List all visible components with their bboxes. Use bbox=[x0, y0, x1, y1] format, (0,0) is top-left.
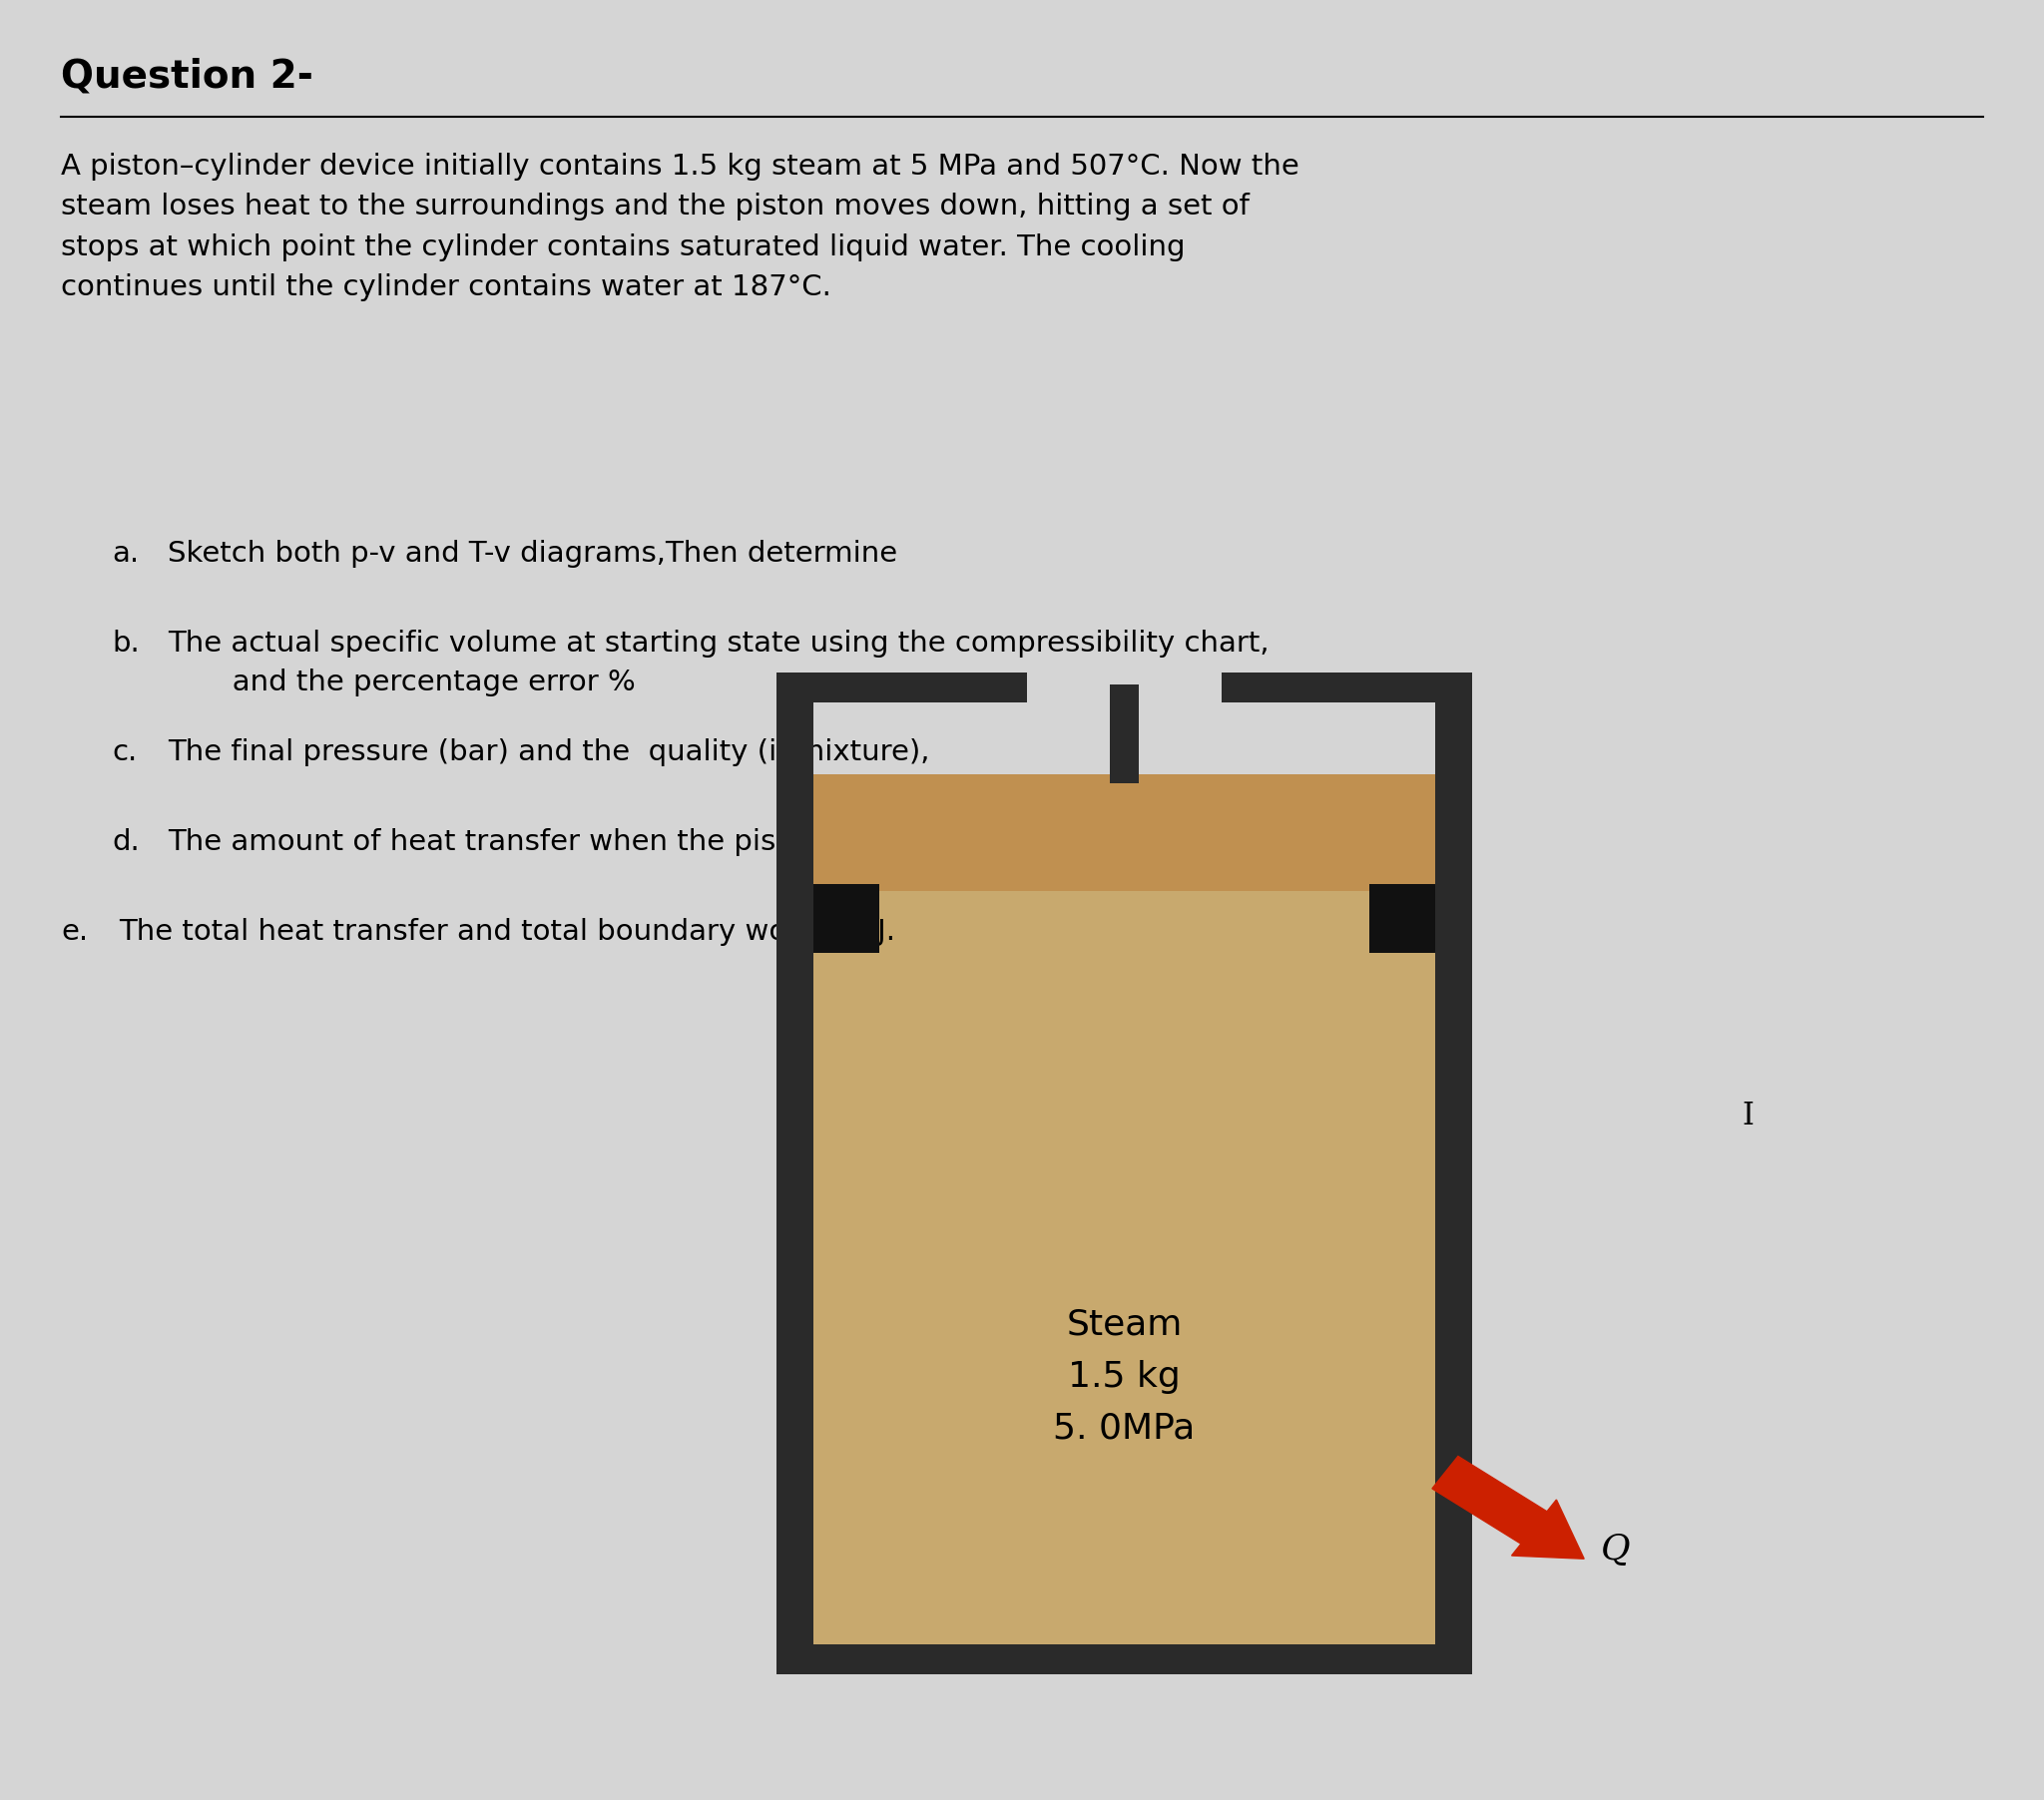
Bar bbox=[1110, 684, 1139, 783]
Bar bbox=[814, 884, 879, 952]
Bar bbox=[777, 673, 1026, 702]
Text: c.: c. bbox=[112, 738, 137, 767]
Text: Q: Q bbox=[1600, 1534, 1629, 1566]
Text: A piston–cylinder device initially contains 1.5 kg steam at 5 MPa and 507°C. Now: A piston–cylinder device initially conta… bbox=[61, 153, 1300, 301]
Bar bbox=[1222, 673, 1472, 702]
Text: b.: b. bbox=[112, 630, 141, 659]
Bar bbox=[1435, 675, 1472, 1674]
Text: The amount of heat transfer when the piston first hits the stops in kJ: The amount of heat transfer when the pis… bbox=[168, 828, 1167, 857]
Text: a.: a. bbox=[112, 540, 139, 569]
Bar bbox=[777, 675, 814, 1674]
Text: The total heat transfer and total boundary work in kJ.: The total heat transfer and total bounda… bbox=[119, 918, 895, 947]
Text: d.: d. bbox=[112, 828, 141, 857]
Text: e.: e. bbox=[61, 918, 88, 947]
Text: Steam
1.5 kg
5. 0MPa: Steam 1.5 kg 5. 0MPa bbox=[1053, 1309, 1196, 1445]
FancyArrow shape bbox=[1433, 1456, 1584, 1559]
Bar bbox=[1369, 884, 1435, 952]
Text: Sketch both p-v and T-v diagrams,Then determine: Sketch both p-v and T-v diagrams,Then de… bbox=[168, 540, 897, 569]
Text: The actual specific volume at starting state using the compressibility chart,
  : The actual specific volume at starting s… bbox=[168, 630, 1269, 697]
Bar bbox=[777, 1645, 1472, 1674]
Bar bbox=[814, 891, 1435, 1674]
Text: I: I bbox=[1741, 1100, 1754, 1132]
Bar bbox=[814, 774, 1435, 891]
Text: Question 2-: Question 2- bbox=[61, 58, 313, 95]
Text: The final pressure (bar) and the  quality (if mixture),: The final pressure (bar) and the quality… bbox=[168, 738, 930, 767]
